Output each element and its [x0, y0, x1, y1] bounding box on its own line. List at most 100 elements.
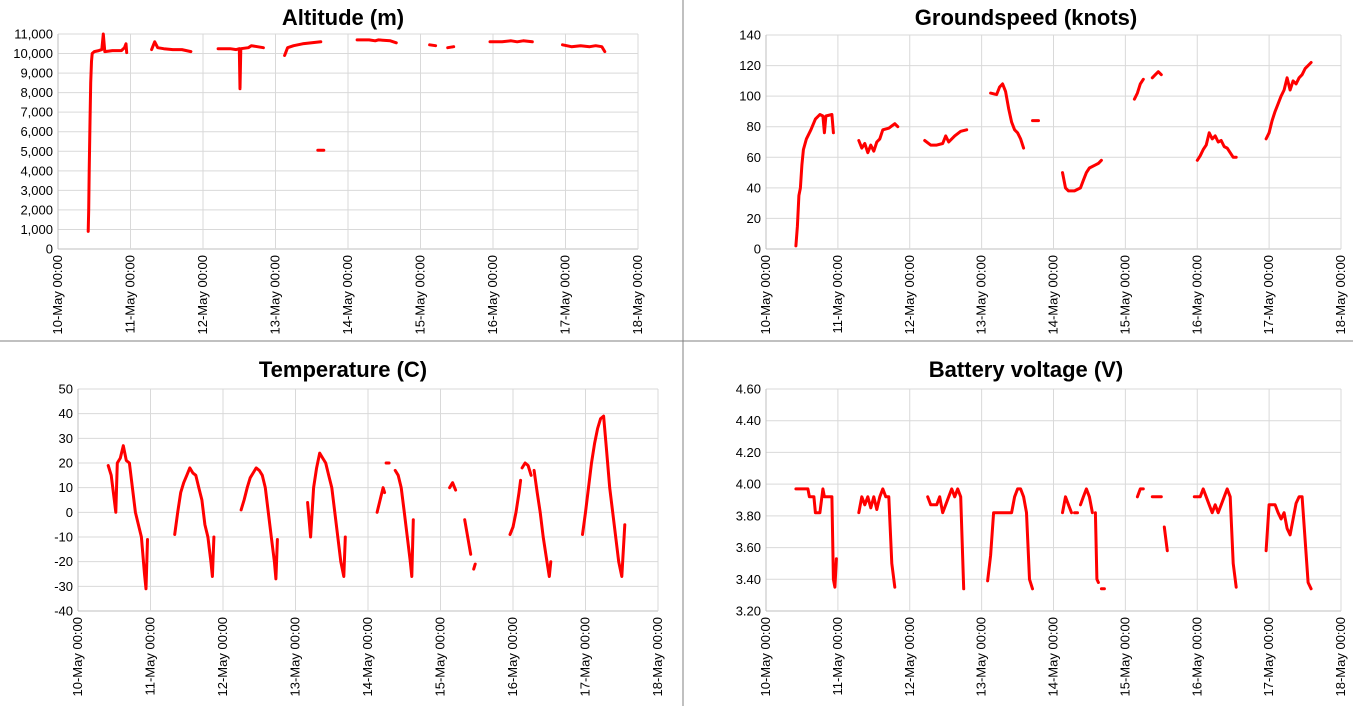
altitude-chart-title: Altitude (m)	[282, 5, 404, 30]
altitude-series-segment	[561, 43, 607, 54]
altitude-series-segment	[488, 39, 534, 44]
altitude-series-segment	[86, 32, 129, 233]
y-tick-label: 40	[59, 406, 73, 421]
y-tick-label: 4.40	[736, 413, 761, 428]
x-tick-label: 18-May 00:00	[1333, 255, 1348, 335]
altitude-series-segment	[428, 43, 438, 48]
x-tick-label: 17-May 00:00	[1261, 617, 1276, 697]
altitude-chart: Altitude (m) 0 1,000 2,000 3,000 4,000 5,000 6,…	[13, 5, 645, 335]
y-tick-label: -40	[54, 604, 73, 619]
y-tick-label: 0	[46, 242, 53, 257]
battery-voltage-series-segment	[857, 487, 897, 589]
groundspeed-series-segment	[1061, 158, 1103, 193]
temperature-series-segment	[173, 466, 216, 578]
x-tick-label: 11-May 00:00	[830, 255, 845, 334]
y-tick-label: 20	[59, 456, 73, 471]
x-tick-label: 16-May 00:00	[485, 255, 500, 335]
y-tick-label: 2,000	[20, 202, 53, 217]
battery-voltage-series-segment	[1061, 495, 1073, 515]
x-tick-label: 13-May 00:00	[268, 255, 283, 335]
x-tick-label: 17-May 00:00	[578, 617, 593, 697]
x-tick-label: 12-May 00:00	[215, 617, 230, 697]
x-tick-label: 15-May 00:00	[433, 617, 448, 697]
y-tick-label: 4.20	[736, 445, 761, 460]
y-tick-label: 20	[747, 211, 761, 226]
y-tick-label: 60	[747, 150, 761, 165]
y-tick-label: 3.80	[736, 508, 761, 523]
y-tick-label: -20	[54, 554, 73, 569]
temperature-series-segment	[463, 518, 473, 556]
y-tick-label: 10	[59, 480, 73, 495]
groundspeed-series-segment	[989, 82, 1026, 150]
temperature-series-segment	[306, 451, 347, 578]
y-tick-label: -30	[54, 579, 73, 594]
y-tick-label: 50	[59, 382, 73, 397]
y-tick-label: 100	[739, 89, 761, 104]
y-tick-label: 40	[747, 180, 761, 195]
x-tick-label: 12-May 00:00	[902, 617, 917, 697]
temperature-series-segment	[520, 461, 533, 477]
x-tick-label: 18-May 00:00	[650, 617, 665, 697]
y-tick-label: 8,000	[20, 85, 53, 100]
y-tick-label: 3.20	[736, 604, 761, 619]
temperature-series-segment	[393, 468, 415, 578]
x-tick-label: 11-May 00:00	[143, 617, 158, 696]
temperature-series-segment	[375, 486, 387, 514]
x-tick-label: 14-May 00:00	[360, 617, 375, 697]
groundspeed-chart-title: Groundspeed (knots)	[915, 5, 1137, 30]
x-tick-label: 18-May 00:00	[1333, 617, 1348, 697]
x-tick-label: 10-May 00:00	[758, 255, 773, 335]
altitude-series-segment	[446, 45, 456, 50]
groundspeed-series-segment	[794, 113, 835, 248]
y-tick-label: 4,000	[20, 163, 53, 178]
x-tick-label: 16-May 00:00	[1189, 255, 1204, 335]
temperature-chart-title: Temperature (C)	[259, 357, 427, 382]
temperature-series-segment	[581, 414, 627, 578]
x-tick-label: 13-May 00:00	[974, 255, 989, 335]
temperature-series-segment	[472, 562, 477, 571]
x-tick-label: 11-May 00:00	[123, 255, 138, 334]
y-tick-label: 140	[739, 28, 761, 43]
altitude-series-segment	[216, 44, 265, 91]
y-tick-label: 4.60	[736, 382, 761, 397]
battery-voltage-series-segment	[1135, 487, 1145, 499]
x-tick-label: 14-May 00:00	[340, 255, 355, 335]
temperature-series-segment	[508, 478, 523, 536]
y-tick-label: 120	[739, 58, 761, 73]
battery-voltage-series-segment	[1162, 525, 1169, 553]
groundspeed-series-segment	[1195, 131, 1238, 162]
y-tick-label: 6,000	[20, 124, 53, 139]
groundspeed-series-segment	[1150, 70, 1163, 80]
temperature-series-segment	[106, 444, 149, 591]
groundspeed-series-segment	[1132, 77, 1145, 101]
altitude-series-segment	[355, 38, 398, 45]
y-tick-label: 3,000	[20, 183, 53, 198]
x-tick-label: 10-May 00:00	[758, 617, 773, 697]
battery-voltage-series-segment	[1192, 487, 1238, 589]
y-tick-label: 0	[754, 242, 761, 257]
y-tick-label: 5,000	[20, 144, 53, 159]
x-tick-label: 12-May 00:00	[902, 255, 917, 335]
battery-voltage-series-segment	[1079, 487, 1094, 515]
x-tick-label: 15-May 00:00	[1117, 617, 1132, 697]
y-tick-label: 3.60	[736, 540, 761, 555]
x-tick-label: 15-May 00:00	[1117, 255, 1132, 335]
y-tick-label: 1,000	[20, 222, 53, 237]
battery-voltage-series-segment	[794, 487, 838, 589]
temperature-series-segment	[448, 481, 458, 492]
battery-voltage-series-segment	[986, 487, 1034, 591]
altitude-series-segment	[150, 40, 193, 54]
groundspeed-series-segment	[923, 128, 969, 147]
y-tick-label: -10	[54, 530, 73, 545]
x-tick-label: 13-May 00:00	[288, 617, 303, 697]
temperature-series-segment	[239, 466, 279, 581]
x-tick-label: 10-May 00:00	[70, 617, 85, 697]
x-tick-label: 18-May 00:00	[630, 255, 645, 335]
y-tick-label: 10,000	[13, 46, 53, 61]
x-tick-label: 17-May 00:00	[1261, 255, 1276, 335]
x-tick-label: 13-May 00:00	[974, 617, 989, 697]
x-tick-label: 17-May 00:00	[558, 255, 573, 335]
x-tick-label: 15-May 00:00	[413, 255, 428, 335]
x-tick-label: 11-May 00:00	[830, 617, 845, 696]
